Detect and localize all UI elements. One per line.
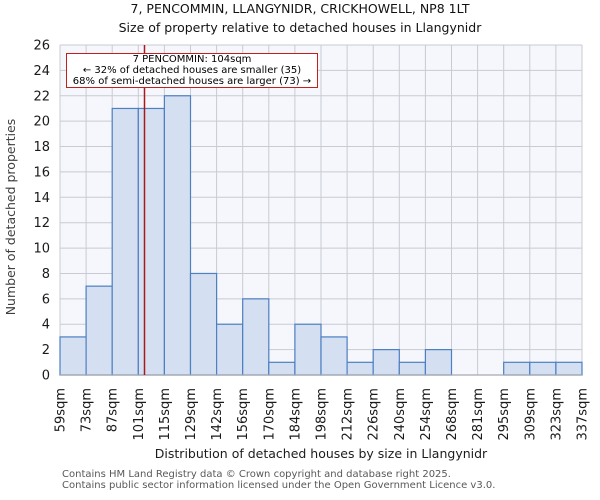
footer-line-2: Contains public sector information licen… (62, 479, 496, 491)
x-tick-label: 101sqm (132, 388, 147, 441)
y-tick-label: 8 (42, 267, 50, 282)
x-tick-label: 142sqm (210, 388, 225, 441)
bar (59, 336, 87, 376)
x-tick-label: 281sqm (471, 388, 486, 441)
bar (555, 361, 583, 376)
x-axis-title: Distribution of detached houses by size … (154, 446, 488, 461)
y-tick-label: 4 (42, 318, 50, 333)
y-tick-label: 0 (42, 369, 50, 384)
bar (85, 285, 113, 376)
annotation-box: 7 PENCOMMIN: 104sqm ← 32% of detached ho… (66, 53, 318, 88)
bar (398, 361, 426, 376)
bar (503, 361, 531, 376)
x-tick-label: 129sqm (184, 388, 199, 441)
x-tick-label: 184sqm (288, 388, 303, 441)
y-tick-label: 16 (33, 165, 50, 180)
x-tick-label: 115sqm (158, 388, 173, 441)
x-tick-label: 226sqm (367, 388, 382, 441)
bar (216, 323, 244, 376)
y-tick-label: 26 (33, 39, 50, 54)
y-tick-label: 24 (33, 64, 50, 79)
annotation-line-1: 7 PENCOMMIN: 104sqm (132, 54, 252, 65)
x-tick-label: 254sqm (419, 388, 434, 441)
bar (242, 298, 270, 376)
bar (424, 349, 453, 376)
annotation-line-2: ← 32% of detached houses are smaller (35… (82, 65, 302, 76)
chart-title: 7, PENCOMMIN, LLANGYNIDR, CRICKHOWELL, N… (130, 1, 470, 16)
footer: Contains HM Land Registry data © Crown c… (62, 469, 592, 491)
y-tick-label: 10 (33, 242, 50, 257)
x-tick-label: 268sqm (445, 388, 460, 441)
chart-subtitle: Size of property relative to detached ho… (118, 20, 482, 35)
bar (268, 361, 296, 376)
x-tick-label: 337sqm (576, 388, 591, 441)
x-tick-label: 198sqm (315, 388, 330, 441)
bar (189, 272, 218, 376)
x-tick-label: 295sqm (497, 388, 512, 441)
y-tick-label: 22 (33, 89, 50, 104)
bar (529, 361, 557, 376)
x-tick-label: 73sqm (80, 388, 95, 432)
x-tick-label: 240sqm (393, 388, 408, 441)
bar (346, 361, 374, 376)
y-tick-label: 14 (33, 191, 50, 206)
y-axis-title: Number of detached properties (3, 118, 18, 316)
x-tick-label: 59sqm (54, 388, 69, 432)
y-tick-label: 2 (42, 343, 50, 358)
bar (111, 107, 139, 376)
footer-line-1: Contains HM Land Registry data © Crown c… (62, 469, 451, 480)
y-tick-label: 18 (33, 140, 50, 155)
y-tick-label: 6 (42, 292, 50, 307)
bar (372, 349, 400, 376)
x-tick-label: 170sqm (262, 388, 277, 441)
bar (294, 323, 322, 376)
x-tick-label: 323sqm (549, 388, 564, 441)
bar (137, 107, 166, 376)
annotation-line-3: 68% of semi-detached houses are larger (… (72, 76, 312, 87)
y-tick-label: 20 (33, 115, 50, 130)
x-tick-label: 156sqm (236, 388, 251, 441)
x-tick-label: 87sqm (106, 388, 121, 432)
bar (320, 336, 348, 376)
x-tick-label: 212sqm (341, 388, 356, 441)
x-tick-label: 309sqm (523, 388, 538, 441)
bar (163, 95, 192, 376)
y-tick-label: 12 (33, 216, 50, 231)
